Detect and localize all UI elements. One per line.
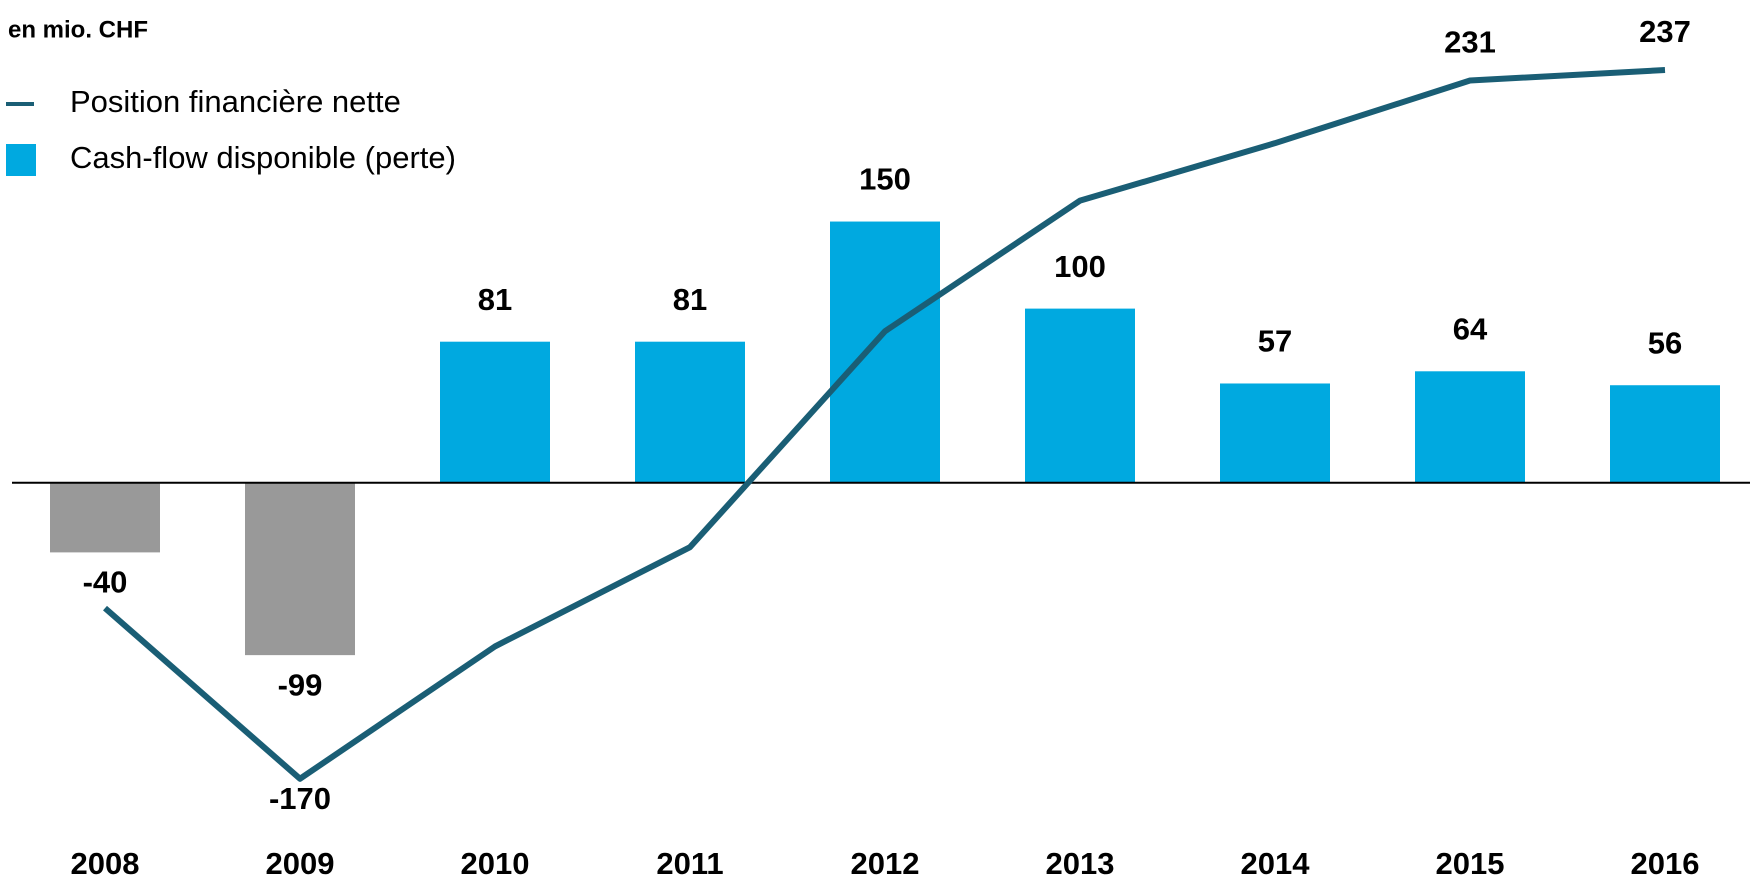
- line-value-label: -170: [269, 781, 331, 816]
- x-tick-label: 2013: [1046, 846, 1115, 881]
- bar: [635, 341, 745, 483]
- bar: [1415, 371, 1525, 483]
- bar: [50, 482, 160, 553]
- bar: [1220, 383, 1330, 483]
- x-tick-label: 2008: [71, 846, 140, 881]
- x-tick-label: 2011: [656, 846, 723, 881]
- bar: [1025, 308, 1135, 483]
- line-value-label: 237: [1639, 14, 1691, 49]
- legend-swatch: [6, 102, 34, 106]
- line: [103, 67, 1666, 782]
- bar-value-label: 56: [1648, 325, 1682, 360]
- x-tick-label: 2009: [266, 846, 335, 881]
- bar: [245, 482, 355, 656]
- bar-value-label: -40: [83, 565, 128, 600]
- x-tick-label: 2015: [1436, 846, 1505, 881]
- x-tick-label: 2014: [1241, 846, 1311, 881]
- bar-value-label: 64: [1453, 311, 1488, 346]
- x-tick-label: 2016: [1631, 846, 1700, 881]
- bar-value-label: 150: [859, 162, 911, 197]
- chart-title: en mio. CHF: [8, 16, 148, 43]
- bar: [830, 221, 940, 483]
- bar-value-label: 57: [1258, 324, 1292, 359]
- line-value-label: 231: [1444, 25, 1496, 60]
- legend-label: Cash-flow disponible (perte): [70, 140, 456, 175]
- legend-label: Position financière nette: [70, 84, 401, 119]
- bar-value-label: 100: [1054, 249, 1106, 284]
- x-tick-label: 2012: [851, 846, 920, 881]
- bar: [440, 341, 550, 483]
- bar-value-label: 81: [673, 282, 707, 317]
- bar-value-label: -99: [278, 667, 323, 702]
- bar: [1610, 385, 1720, 483]
- bar-value-label: 81: [478, 282, 512, 317]
- x-tick-label: 2010: [461, 846, 530, 881]
- legend-swatch: [6, 144, 36, 176]
